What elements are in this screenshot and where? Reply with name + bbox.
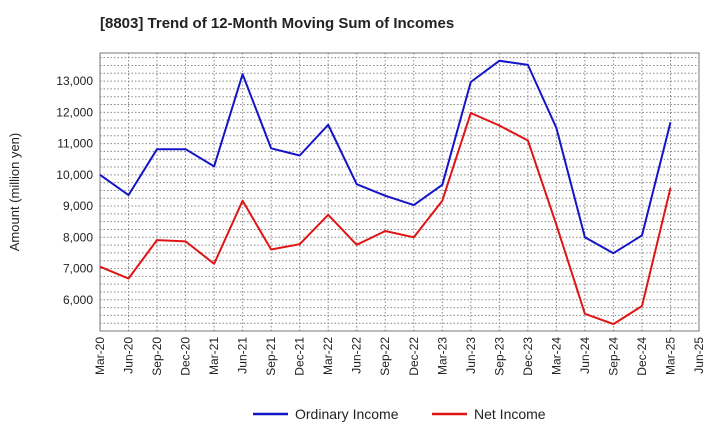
y-tick-label: 12,000 bbox=[56, 105, 93, 119]
legend: Ordinary Income Net Income bbox=[253, 406, 546, 422]
x-tick-label: Mar-25 bbox=[663, 337, 677, 375]
x-tick-label: Jun-21 bbox=[236, 337, 250, 374]
x-tick-label: Dec-24 bbox=[635, 337, 649, 376]
y-tick-label: 9,000 bbox=[63, 199, 93, 213]
y-tick-label: 11,000 bbox=[57, 137, 93, 151]
legend-label-ordinary-income: Ordinary Income bbox=[295, 406, 399, 422]
x-tick-label: Jun-25 bbox=[692, 337, 706, 374]
x-tick-label: Mar-24 bbox=[549, 337, 563, 375]
legend-label-net-income: Net Income bbox=[474, 406, 546, 422]
series-lines bbox=[99, 59, 672, 326]
x-tick-label: Mar-20 bbox=[93, 337, 107, 375]
y-tick-label: 10,000 bbox=[56, 168, 93, 182]
x-tick-label: Jun-22 bbox=[350, 337, 364, 374]
x-tick-label: Sep-20 bbox=[150, 337, 164, 376]
x-tick-label: Jun-20 bbox=[122, 337, 136, 374]
x-tick-label: Jun-23 bbox=[464, 337, 478, 374]
x-tick-label: Dec-22 bbox=[407, 337, 421, 376]
x-tick-label: Mar-21 bbox=[207, 337, 221, 375]
x-tick-label: Mar-23 bbox=[435, 337, 449, 375]
gridlines bbox=[100, 53, 699, 331]
y-axis-title: Amount (million yen) bbox=[7, 133, 22, 252]
x-tick-label: Sep-22 bbox=[378, 337, 392, 376]
series-line-ordinary-income bbox=[99, 59, 672, 255]
x-tick-label: Mar-22 bbox=[321, 337, 335, 375]
x-tick-label: Sep-24 bbox=[606, 337, 620, 376]
x-tick-label: Sep-23 bbox=[492, 337, 506, 376]
x-tick-label: Sep-21 bbox=[264, 337, 278, 376]
series-line-net-income bbox=[99, 112, 672, 326]
x-tick-label: Dec-20 bbox=[179, 337, 193, 376]
x-tick-label: Dec-23 bbox=[521, 337, 535, 376]
x-tick-label: Jun-24 bbox=[578, 337, 592, 374]
axis-ticks: 6,000 7,000 8,000 9,000 10,000 11,000 12,000 13… bbox=[56, 74, 706, 376]
y-tick-label: 7,000 bbox=[63, 262, 93, 276]
y-tick-label: 6,000 bbox=[63, 293, 93, 307]
chart-title: [8803] Trend of 12-Month Moving Sum of I… bbox=[100, 15, 455, 32]
x-tick-label: Dec-21 bbox=[293, 337, 307, 376]
y-tick-label: 13,000 bbox=[56, 74, 93, 88]
plot-area-frame bbox=[99, 52, 700, 332]
y-tick-label: 8,000 bbox=[63, 230, 93, 244]
